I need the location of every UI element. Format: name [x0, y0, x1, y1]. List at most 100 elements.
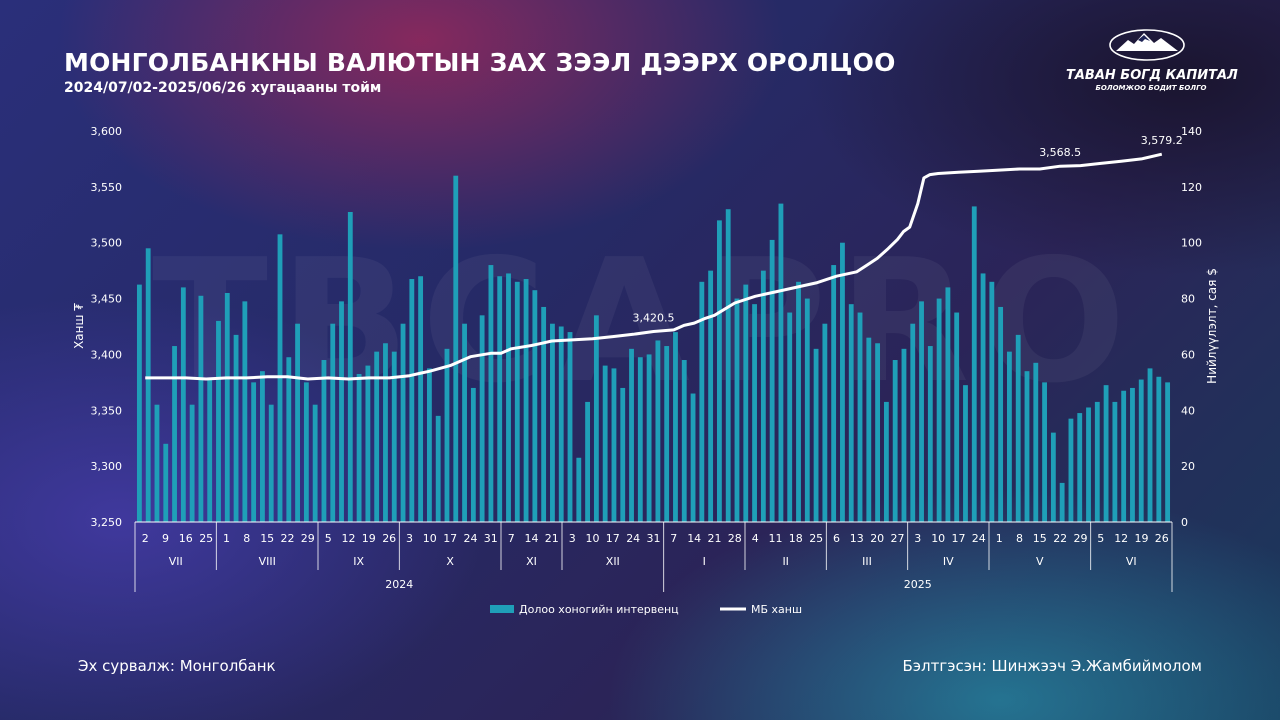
intervention-bar — [620, 387, 626, 522]
left-y-axis: 3,250 3,300 3,350 3,400 3,450 3,500 3,550 3,600 — [91, 125, 123, 529]
source-note: Эх сурвалж: Монголбанк — [78, 657, 276, 675]
intervention-bar — [840, 242, 845, 522]
x-axis-tick-label: 1 — [223, 532, 230, 545]
left-axis-tick-label: 3,500 — [91, 237, 123, 250]
intervention-bar — [883, 401, 889, 522]
intervention-bar — [892, 360, 898, 522]
x-axis-tick-label: 26 — [1155, 532, 1169, 545]
intervention-bar — [936, 298, 942, 522]
intervention-bar — [216, 320, 221, 522]
intervention-bar — [629, 348, 634, 522]
intervention-bar — [725, 209, 731, 522]
x-axis-tick-label: 26 — [382, 532, 396, 545]
intervention-bar — [1103, 385, 1109, 522]
intervention-bar — [1015, 334, 1021, 522]
intervention-bar — [769, 239, 775, 523]
intervention-bar — [312, 404, 318, 522]
right-axis-title: Нийлүүлэлт, сая $ — [1205, 268, 1219, 384]
left-axis-title: Ханш ₮ — [72, 303, 86, 349]
intervention-bar — [927, 346, 933, 522]
intervention-bar — [752, 304, 757, 522]
intervention-bar — [488, 265, 494, 522]
x-axis-tick-label: 6 — [833, 532, 840, 545]
intervention-bar — [602, 365, 608, 522]
intervention-bar — [242, 301, 248, 522]
intervention-bar — [1112, 401, 1118, 522]
x-axis-tick-label: 2 — [142, 532, 149, 545]
intervention-bar — [426, 368, 432, 522]
x-axis-tick-label: 14 — [687, 532, 701, 545]
page-title: МОНГОЛБАНКНЫ ВАЛЮТЫН ЗАХ ЗЭЭЛ ДЭЭРХ ОРОЛ… — [64, 48, 896, 77]
intervention-bar — [233, 334, 239, 522]
logo-emblem-ring — [1109, 29, 1185, 61]
intervention-bar — [532, 290, 538, 522]
intervention-bar — [497, 276, 503, 522]
right-axis-tick-label: 140 — [1181, 125, 1202, 138]
x-axis-tick-label: 10 — [931, 532, 945, 545]
intervention-bar — [1050, 432, 1056, 522]
intervention-bar — [699, 281, 705, 522]
right-axis-tick-label: 60 — [1181, 348, 1195, 361]
intervention-bar — [479, 315, 485, 522]
intervention-bar — [831, 265, 837, 522]
intervention-bar — [611, 368, 617, 522]
intervention-bar — [330, 323, 336, 522]
left-axis-tick-label: 3,550 — [91, 181, 123, 194]
month-label: VIII — [259, 555, 276, 568]
intervention-bar — [172, 346, 177, 522]
intervention-bar — [251, 382, 257, 522]
x-axis-tick-label: 8 — [243, 532, 250, 545]
intervention-bar — [1059, 482, 1065, 522]
intervention-bar — [268, 404, 274, 522]
intervention-bar — [1024, 371, 1030, 522]
legend-line-label: МБ ханш — [751, 603, 802, 616]
x-axis-tick-label: 10 — [586, 532, 600, 545]
intervention-bar — [919, 301, 924, 522]
logo-tagline: БОЛОМЖОО БОДИТ БОЛГО — [1095, 84, 1207, 92]
left-axis-tick-label: 3,600 — [91, 125, 123, 138]
intervention-bar — [347, 211, 353, 523]
x-axis-tick-label: 8 — [1016, 532, 1023, 545]
intervention-bar — [637, 357, 643, 522]
intervention-bar — [154, 404, 160, 522]
intervention-bar — [593, 315, 599, 522]
x-axis-tick-label: 22 — [1053, 532, 1067, 545]
intervention-bar — [708, 270, 714, 522]
company-logo — [1109, 29, 1185, 61]
intervention-bar — [163, 443, 169, 522]
intervention-bar — [567, 332, 573, 522]
intervention-bar — [787, 312, 793, 522]
intervention-bar — [778, 203, 784, 523]
month-label: IX — [353, 555, 364, 568]
x-axis-tick-label: 17 — [443, 532, 457, 545]
legend-bar-label: Долоо хоногийн интервенц — [519, 603, 679, 616]
x-axis-tick-label: 14 — [525, 532, 539, 545]
intervention-bar — [734, 298, 740, 522]
intervention-bar — [822, 323, 828, 522]
right-axis-tick-label: 120 — [1181, 181, 1202, 194]
month-label: I — [703, 555, 706, 568]
right-y-axis: 0 20 40 60 80 100 120 140 — [1181, 125, 1202, 529]
intervention-bar — [585, 401, 590, 522]
intervention-bar — [303, 382, 309, 522]
intervention-bar — [189, 404, 195, 522]
rate-annotation-label: 3,420.5 — [633, 312, 675, 325]
left-axis-tick-label: 3,300 — [91, 460, 123, 473]
x-axis-tick-label: 25 — [199, 532, 213, 545]
intervention-bar — [664, 346, 670, 522]
month-label: IV — [943, 555, 954, 568]
x-axis-tick-label: 15 — [1033, 532, 1047, 545]
intervention-bar — [1042, 382, 1047, 522]
intervention-bar — [523, 279, 529, 522]
intervention-bar — [989, 281, 995, 522]
intervention-bar — [514, 281, 520, 522]
left-axis-tick-label: 3,250 — [91, 516, 123, 529]
intervention-bar — [655, 340, 661, 522]
intervention-bar — [760, 270, 766, 522]
logo-company-name: ТАВАН БОГД КАПИТАЛ — [1066, 68, 1238, 83]
logo-mountain-snow — [1138, 35, 1150, 42]
month-label: XI — [526, 555, 537, 568]
intervention-bar — [673, 332, 678, 522]
rate-annotation-label: 3,579.2 — [1141, 134, 1183, 147]
